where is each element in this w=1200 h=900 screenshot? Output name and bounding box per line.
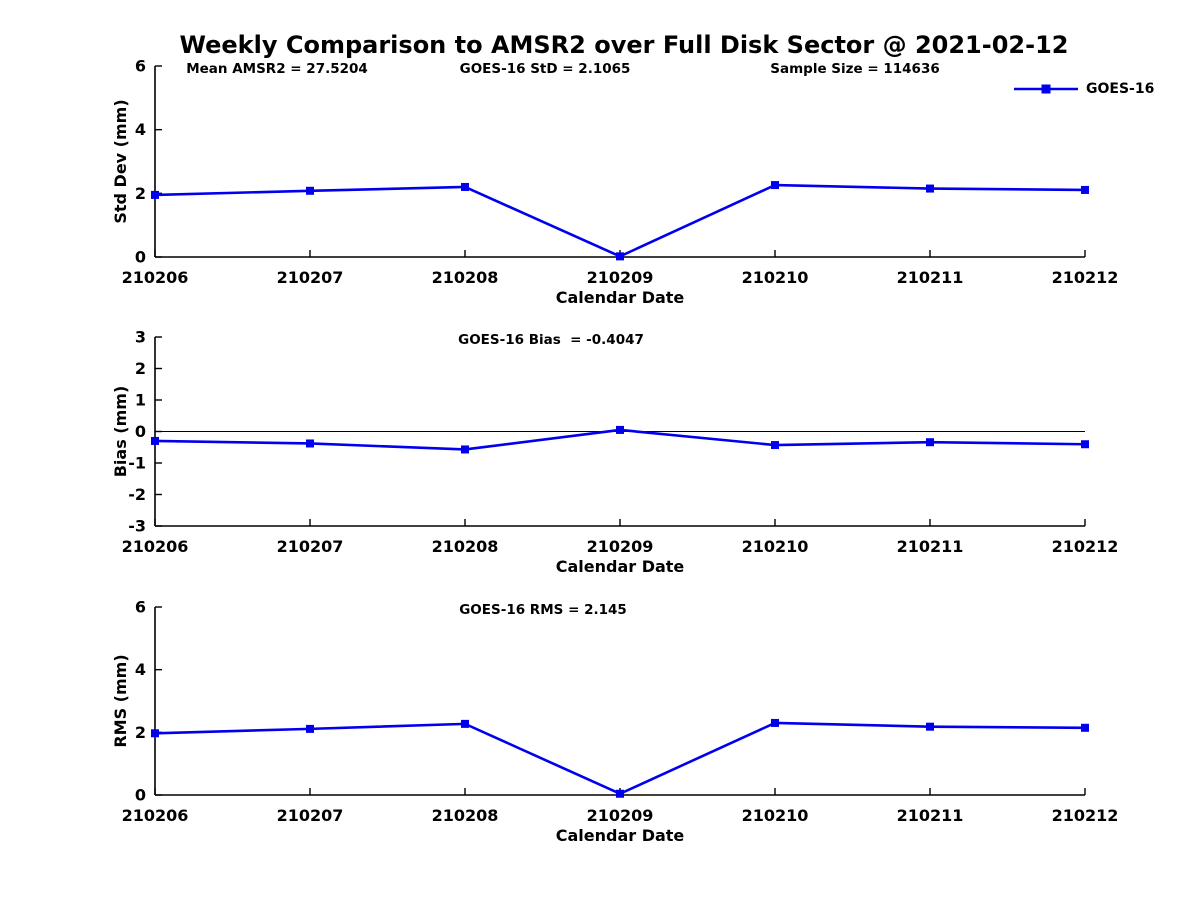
- x-tick-label: 210209: [587, 537, 654, 556]
- x-tick-label: 210207: [277, 268, 344, 287]
- data-point-marker: [461, 719, 469, 728]
- data-point-marker: [306, 724, 314, 733]
- x-tick-label: 210211: [897, 806, 964, 825]
- y-axis-label: Bias (mm): [111, 386, 130, 478]
- data-point-marker: [926, 184, 934, 193]
- data-point-marker: [151, 436, 159, 445]
- data-point-marker: [616, 425, 624, 434]
- y-tick-label: 6: [135, 598, 146, 617]
- y-tick-label: 4: [135, 660, 146, 679]
- legend-label: GOES-16: [1086, 81, 1154, 97]
- y-tick-label: -1: [128, 454, 146, 473]
- x-tick-label: 210206: [122, 537, 189, 556]
- x-tick-label: 210210: [742, 268, 809, 287]
- x-tick-label: 210206: [122, 268, 189, 287]
- y-tick-label: 3: [135, 328, 146, 347]
- annotation: GOES-16 StD = 2.1065: [460, 61, 631, 77]
- legend: GOES-16: [1014, 81, 1154, 97]
- subplot-rms: 0 2 4 6 210206 210207 210208 210209 210210 210211…: [111, 598, 1118, 846]
- data-point-marker: [616, 789, 624, 798]
- x-tick-label: 210208: [432, 268, 499, 287]
- data-point-marker: [306, 439, 314, 448]
- y-tick-label: 4: [135, 120, 146, 139]
- x-tick-label: 210210: [742, 537, 809, 556]
- x-tick-label: 210207: [277, 806, 344, 825]
- x-tick-label: 210210: [742, 806, 809, 825]
- data-point-marker: [771, 181, 779, 190]
- annotation: GOES-16 Bias = -0.4047: [458, 332, 644, 348]
- y-tick-label: 2: [135, 723, 146, 742]
- data-point-marker: [1081, 440, 1089, 449]
- data-point-marker: [1081, 185, 1089, 194]
- y-axis-label: Std Dev (mm): [111, 99, 130, 223]
- data-point-marker: [771, 718, 779, 727]
- y-tick-label: 0: [135, 422, 146, 441]
- x-tick-label: 210211: [897, 537, 964, 556]
- data-point-marker: [461, 445, 469, 454]
- x-tick-label: 210207: [277, 537, 344, 556]
- data-point-marker: [461, 182, 469, 191]
- y-tick-label: 2: [135, 359, 146, 378]
- x-axis-label: Calendar Date: [556, 826, 685, 845]
- subplot-bias: -3 -2 -1 0 1 2 3 210206 210207 210208 210209 210210…: [111, 328, 1118, 577]
- x-tick-label: 210212: [1052, 537, 1119, 556]
- legend-marker: [1041, 84, 1051, 94]
- y-tick-label: -3: [128, 517, 146, 536]
- y-tick-label: 0: [135, 786, 146, 805]
- annotation: Sample Size = 114636: [770, 61, 939, 77]
- data-point-marker: [151, 190, 159, 199]
- annotation: Mean AMSR2 = 27.5204: [186, 61, 368, 77]
- x-axis-label: Calendar Date: [556, 557, 685, 576]
- y-tick-label: 2: [135, 184, 146, 203]
- data-point-marker: [151, 729, 159, 738]
- y-tick-label: -2: [128, 485, 146, 504]
- data-point-marker: [1081, 723, 1089, 732]
- data-point-marker: [926, 722, 934, 731]
- x-tick-label: 210206: [122, 806, 189, 825]
- data-point-marker: [616, 252, 624, 261]
- data-point-marker: [771, 441, 779, 450]
- x-tick-label: 210209: [587, 806, 654, 825]
- x-tick-label: 210208: [432, 806, 499, 825]
- annotation: GOES-16 RMS = 2.145: [459, 602, 627, 618]
- x-tick-label: 210212: [1052, 268, 1119, 287]
- x-tick-label: 210208: [432, 537, 499, 556]
- x-axis-label: Calendar Date: [556, 288, 685, 307]
- data-point-marker: [306, 186, 314, 195]
- x-tick-label: 210211: [897, 268, 964, 287]
- x-tick-label: 210212: [1052, 806, 1119, 825]
- chart-title: Weekly Comparison to AMSR2 over Full Dis…: [180, 31, 1069, 59]
- data-point-marker: [926, 438, 934, 447]
- y-tick-label: 6: [135, 57, 146, 76]
- x-tick-label: 210209: [587, 268, 654, 287]
- y-tick-label: 0: [135, 248, 146, 267]
- y-axis-label: RMS (mm): [111, 654, 130, 747]
- y-tick-label: 1: [135, 391, 146, 410]
- subplot-std-dev: 0 2 4 6 210206 210207 210208 210209 210210 210211…: [111, 57, 1154, 308]
